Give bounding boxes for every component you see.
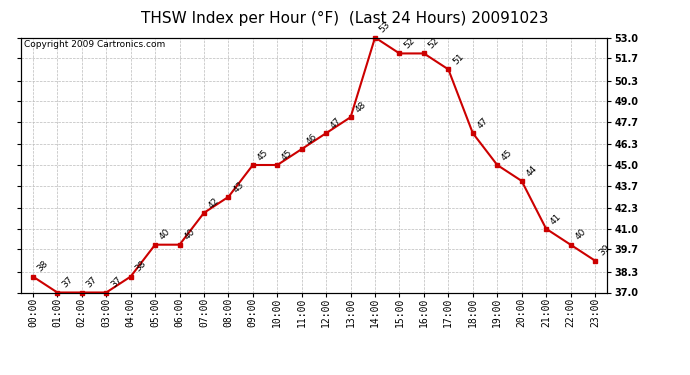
Text: THSW Index per Hour (°F)  (Last 24 Hours) 20091023: THSW Index per Hour (°F) (Last 24 Hours)… (141, 11, 549, 26)
Text: 37: 37 (109, 275, 124, 290)
Text: Copyright 2009 Cartronics.com: Copyright 2009 Cartronics.com (23, 40, 165, 49)
Text: 47: 47 (475, 116, 490, 130)
Text: 40: 40 (573, 228, 588, 242)
Text: 37: 37 (60, 275, 75, 290)
Text: 41: 41 (549, 211, 563, 226)
Text: 52: 52 (402, 36, 417, 51)
Text: 43: 43 (231, 180, 246, 194)
Text: 47: 47 (329, 116, 344, 130)
Text: 45: 45 (255, 148, 270, 162)
Text: 46: 46 (304, 132, 319, 146)
Text: 38: 38 (36, 259, 50, 274)
Text: 44: 44 (524, 164, 539, 178)
Text: 39: 39 (598, 243, 612, 258)
Text: 48: 48 (353, 100, 368, 114)
Text: 51: 51 (451, 52, 466, 67)
Text: 40: 40 (158, 228, 172, 242)
Text: 52: 52 (426, 36, 441, 51)
Text: 38: 38 (133, 259, 148, 274)
Text: 37: 37 (85, 275, 99, 290)
Text: 45: 45 (500, 148, 515, 162)
Text: 53: 53 (378, 20, 393, 35)
Text: 42: 42 (207, 196, 221, 210)
Text: 40: 40 (182, 228, 197, 242)
Text: 45: 45 (280, 148, 295, 162)
